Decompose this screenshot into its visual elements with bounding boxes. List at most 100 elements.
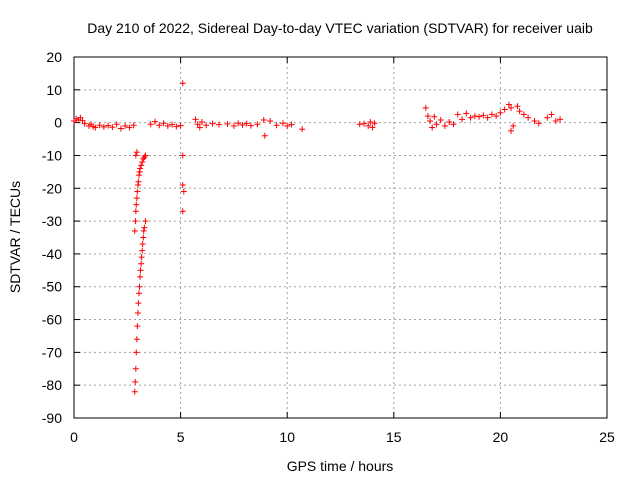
data-point xyxy=(139,159,146,166)
data-point xyxy=(459,116,466,123)
data-point xyxy=(133,195,140,202)
data-point xyxy=(488,111,495,118)
data-point xyxy=(467,114,474,121)
data-point xyxy=(525,114,532,121)
data-point xyxy=(132,365,139,372)
data-point xyxy=(520,111,527,118)
data-point xyxy=(136,290,143,297)
data-point xyxy=(284,122,291,129)
data-point xyxy=(179,152,186,159)
data-point xyxy=(441,122,448,129)
data-point xyxy=(235,120,242,127)
data-point xyxy=(552,117,559,124)
data-point xyxy=(505,101,512,108)
y-axis-label: SDTVAR / TECUs xyxy=(7,181,23,293)
data-point xyxy=(139,241,146,248)
y-tick-label: -80 xyxy=(42,377,62,393)
data-point xyxy=(135,300,142,307)
data-point xyxy=(177,122,184,129)
data-point xyxy=(508,127,515,134)
data-point xyxy=(471,113,478,120)
plot-frame xyxy=(73,56,608,419)
data-point xyxy=(230,122,237,129)
data-point xyxy=(369,124,376,131)
data-point xyxy=(137,165,144,172)
data-point xyxy=(81,120,88,127)
data-point xyxy=(134,323,141,330)
data-point xyxy=(299,126,306,133)
x-tick-label: 20 xyxy=(493,429,509,445)
data-point xyxy=(141,224,148,231)
data-point xyxy=(273,122,280,129)
data-point xyxy=(261,132,268,139)
data-point xyxy=(133,336,140,343)
data-point xyxy=(138,254,145,261)
y-tick-label: -90 xyxy=(42,410,62,426)
data-point xyxy=(239,121,246,128)
data-point xyxy=(130,122,137,129)
y-tick-label: -70 xyxy=(42,344,62,360)
data-point xyxy=(544,114,551,121)
data-point xyxy=(142,152,149,159)
data-point xyxy=(424,113,431,120)
data-point xyxy=(535,120,542,127)
data-point xyxy=(137,273,144,280)
data-point xyxy=(126,124,133,131)
data-point xyxy=(243,120,250,127)
x-tick-label: 0 xyxy=(70,429,78,445)
data-point xyxy=(198,118,205,125)
data-point xyxy=(288,121,295,128)
data-point xyxy=(356,121,363,128)
data-point xyxy=(279,120,286,127)
data-point xyxy=(179,208,186,215)
data-point xyxy=(132,218,139,225)
data-point xyxy=(133,349,140,356)
data-point xyxy=(484,114,491,121)
data-point xyxy=(136,172,143,179)
x-tick-label: 15 xyxy=(386,429,402,445)
data-point xyxy=(247,122,254,129)
data-point xyxy=(122,122,129,129)
data-point xyxy=(113,121,120,128)
data-point xyxy=(437,117,444,124)
data-series xyxy=(71,80,564,395)
x-tick-label: 5 xyxy=(177,429,185,445)
data-point xyxy=(254,121,261,128)
y-tick-label: -40 xyxy=(42,246,62,262)
chart-title: Day 210 of 2022, Sidereal Day-to-day VTE… xyxy=(87,20,593,36)
data-point xyxy=(501,106,508,113)
data-point xyxy=(169,121,176,128)
data-point xyxy=(510,122,517,129)
y-tick-label: -60 xyxy=(42,312,62,328)
data-point xyxy=(454,111,461,118)
data-point xyxy=(365,122,372,129)
data-point xyxy=(429,124,436,131)
data-point xyxy=(109,124,116,131)
data-point xyxy=(133,149,140,156)
data-point xyxy=(139,247,146,254)
y-axis-ticks: 20 10 0 -10 -20 -30 -40 -50 -60 -70 -80 -90 xyxy=(42,49,607,426)
data-point xyxy=(138,162,145,169)
data-point xyxy=(117,125,124,132)
data-point xyxy=(92,124,99,131)
data-point xyxy=(142,218,149,225)
data-point xyxy=(164,122,171,129)
data-point xyxy=(131,388,138,395)
data-point xyxy=(194,121,201,128)
data-point xyxy=(135,178,142,185)
y-tick-label: -10 xyxy=(42,147,62,163)
data-point xyxy=(215,121,222,128)
y-tick-label: 0 xyxy=(54,115,62,131)
data-point xyxy=(173,123,180,130)
data-point xyxy=(260,117,267,124)
data-point xyxy=(140,234,147,241)
data-point xyxy=(480,112,487,119)
data-point xyxy=(371,120,378,127)
y-tick-label: 20 xyxy=(46,49,62,65)
y-tick-label: -50 xyxy=(42,279,62,295)
data-point xyxy=(105,122,112,129)
y-tick-label: 10 xyxy=(46,82,62,98)
data-point xyxy=(137,267,144,274)
data-point xyxy=(132,208,139,215)
data-point xyxy=(422,104,429,111)
